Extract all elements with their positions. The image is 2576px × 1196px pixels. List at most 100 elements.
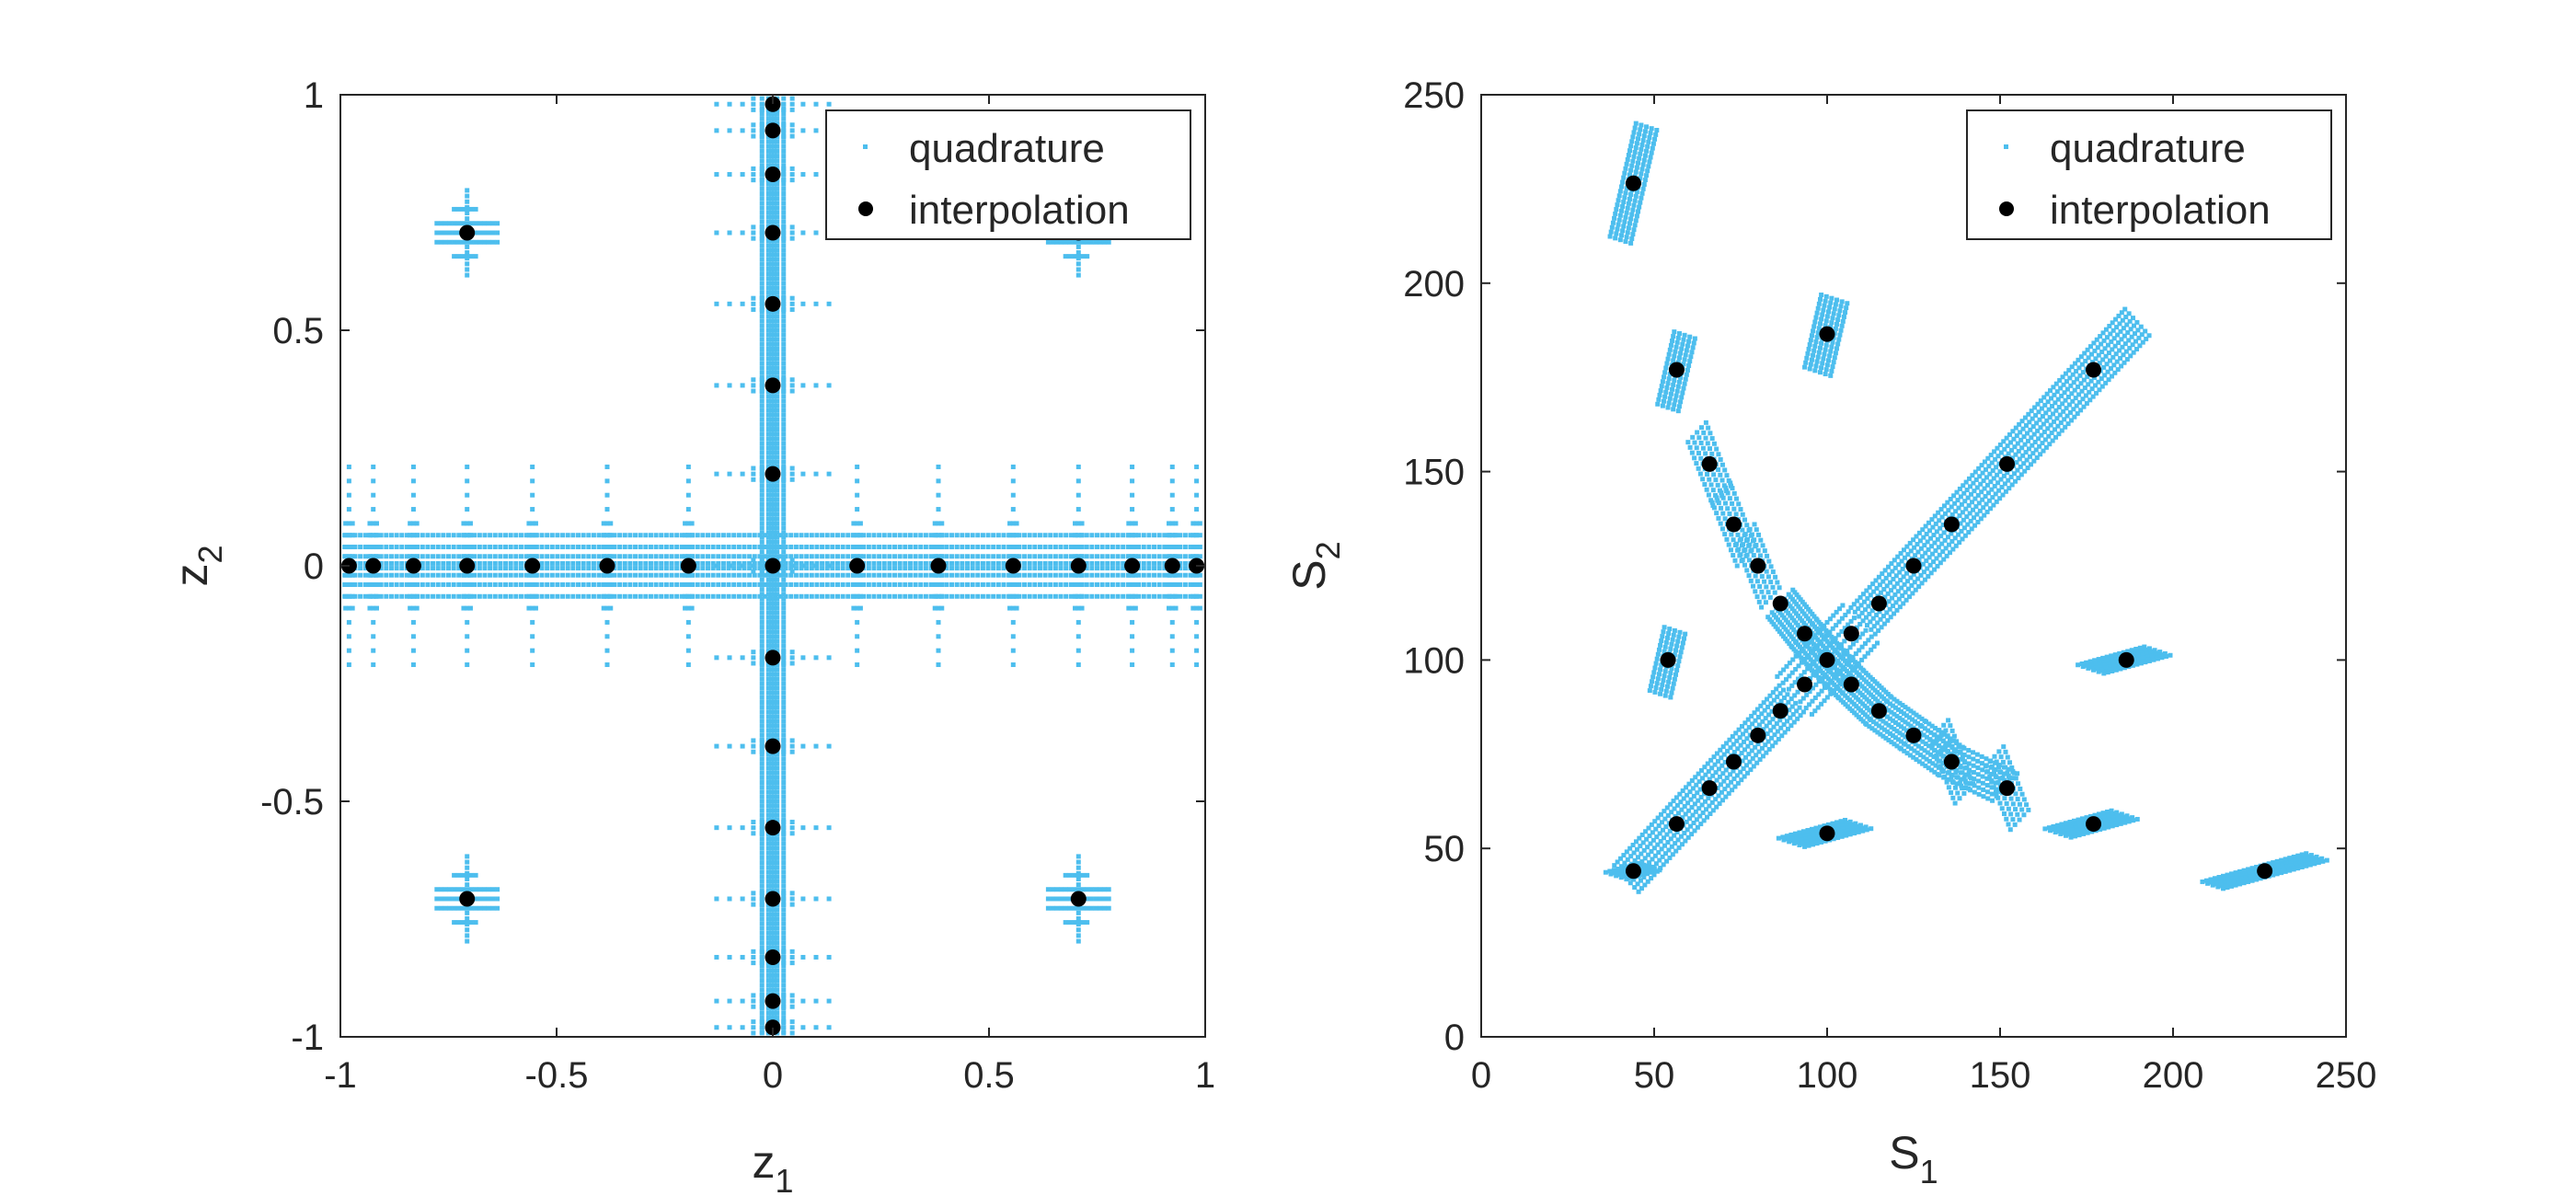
quadrature-point bbox=[1169, 619, 1175, 625]
quadrature-point bbox=[742, 533, 747, 538]
quadrature-point bbox=[1938, 560, 1943, 566]
quadrature-point bbox=[765, 516, 771, 522]
legend-quadrature-marker-left bbox=[863, 144, 868, 149]
legend-left: quadrature interpolation bbox=[825, 109, 1191, 240]
quadrature-point bbox=[970, 566, 975, 571]
quadrature-point bbox=[1885, 617, 1891, 623]
quadrature-point bbox=[765, 116, 771, 121]
quadrature-point bbox=[1085, 896, 1090, 902]
interpolation-point bbox=[765, 949, 781, 965]
quadrature-point bbox=[866, 533, 871, 538]
quadrature-point bbox=[633, 554, 638, 559]
quadrature-point bbox=[793, 581, 799, 587]
quadrature-point bbox=[1769, 735, 1775, 741]
quadrature-point bbox=[447, 887, 453, 892]
quadrature-point bbox=[759, 747, 765, 753]
quadrature-point bbox=[1152, 554, 1157, 559]
quadrature-point bbox=[855, 507, 860, 512]
quadrature-point bbox=[781, 817, 787, 822]
quadrature-point bbox=[576, 593, 581, 599]
quadrature-point bbox=[826, 471, 832, 477]
quadrature-point bbox=[773, 593, 778, 599]
quadrature-point bbox=[769, 332, 775, 338]
quadrature-point bbox=[1842, 638, 1847, 644]
quadrature-point bbox=[781, 539, 787, 545]
quadrature-point bbox=[700, 593, 706, 599]
quadrature-point bbox=[612, 572, 617, 578]
quadrature-point bbox=[1058, 581, 1064, 587]
quadrature-point bbox=[1785, 692, 1790, 697]
quadrature-point bbox=[358, 554, 363, 559]
quadrature-point bbox=[347, 593, 352, 599]
quadrature-point bbox=[1946, 508, 1951, 513]
quadrature-point bbox=[2038, 452, 2043, 457]
quadrature-point bbox=[970, 545, 975, 550]
quadrature-point bbox=[1974, 485, 1980, 490]
quadrature-point bbox=[1156, 533, 1162, 538]
quadrature-point bbox=[1167, 605, 1172, 611]
quadrature-point bbox=[2053, 427, 2058, 432]
quadrature-point bbox=[1756, 749, 1762, 754]
quadrature-point bbox=[1001, 533, 1006, 538]
quadrature-point bbox=[684, 554, 690, 559]
quadrature-point bbox=[775, 883, 780, 889]
quadrature-point bbox=[2064, 379, 2069, 385]
quadrature-point bbox=[855, 464, 860, 469]
quadrature-point bbox=[781, 139, 787, 144]
quadrature-point bbox=[765, 408, 771, 413]
quadrature-point bbox=[775, 940, 780, 946]
quadrature-point bbox=[529, 545, 535, 550]
quadrature-point bbox=[759, 898, 765, 903]
quadrature-point bbox=[2022, 468, 2028, 474]
quadrature-point bbox=[1796, 663, 1801, 669]
quadrature-point bbox=[1162, 566, 1167, 571]
quadrature-point bbox=[1010, 464, 1016, 469]
quadrature-point bbox=[508, 572, 513, 578]
quadrature-point bbox=[1901, 601, 1906, 606]
quadrature-point bbox=[1984, 509, 1990, 514]
quadrature-point bbox=[643, 545, 649, 550]
quadrature-point bbox=[1998, 450, 2004, 455]
quadrature-point bbox=[604, 478, 610, 484]
quadrature-point bbox=[2036, 409, 2041, 415]
quadrature-point bbox=[1182, 566, 1188, 571]
quadrature-point bbox=[813, 301, 819, 306]
quadrature-point bbox=[465, 492, 470, 498]
quadrature-point bbox=[1194, 662, 1200, 668]
quadrature-point bbox=[1719, 789, 1724, 795]
quadrature-point bbox=[1064, 572, 1069, 578]
quadrature-point bbox=[1032, 566, 1038, 571]
quadrature-point bbox=[759, 177, 765, 182]
quadrature-point bbox=[706, 545, 710, 550]
quadrature-point bbox=[700, 533, 706, 538]
quadrature-point bbox=[1075, 619, 1081, 625]
quadrature-point bbox=[775, 243, 780, 248]
quadrature-point bbox=[781, 752, 787, 757]
quadrature-point bbox=[1812, 708, 1818, 714]
quadrature-point bbox=[679, 533, 684, 538]
interpolation-point bbox=[1070, 558, 1087, 574]
quadrature-point bbox=[781, 257, 787, 262]
quadrature-point bbox=[1869, 634, 1874, 639]
quadrature-point bbox=[1728, 772, 1733, 777]
quadrature-point bbox=[1877, 582, 1882, 588]
quadrature-point bbox=[740, 655, 745, 661]
quadrature-point bbox=[714, 825, 719, 831]
quadrature-point bbox=[781, 709, 787, 715]
quadrature-point bbox=[907, 572, 913, 578]
quadrature-point bbox=[674, 566, 680, 571]
quadrature-point bbox=[350, 593, 355, 599]
quadrature-point bbox=[775, 110, 780, 116]
quadrature-point bbox=[740, 1025, 745, 1030]
quadrature-point bbox=[789, 383, 795, 388]
quadrature-point bbox=[781, 996, 787, 1002]
y-tick-label: 0 bbox=[304, 546, 324, 587]
quadrature-point bbox=[769, 812, 775, 818]
quadrature-point bbox=[1084, 593, 1089, 599]
quadrature-point bbox=[498, 554, 503, 559]
quadrature-point bbox=[1106, 239, 1111, 245]
quadrature-point bbox=[659, 581, 664, 587]
quadrature-point bbox=[975, 593, 981, 599]
quadrature-point bbox=[710, 593, 716, 599]
quadrature-point bbox=[775, 323, 780, 328]
